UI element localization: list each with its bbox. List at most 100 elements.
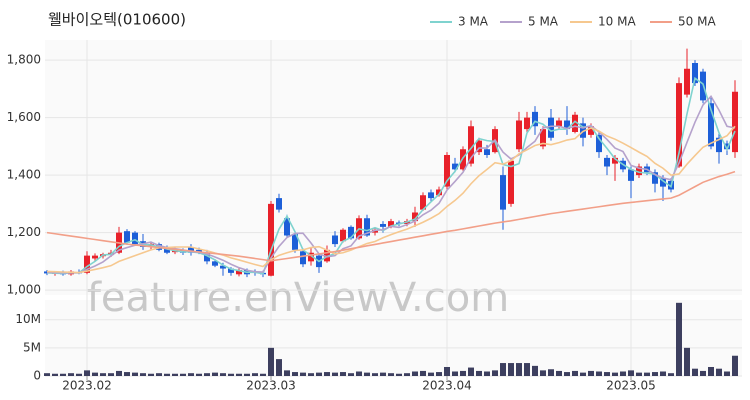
volume-bar <box>524 363 530 376</box>
y-tick-label: 1,800 <box>7 53 41 67</box>
volume-bar <box>68 373 74 376</box>
volume-bar <box>540 370 546 376</box>
volume-bar <box>652 372 658 376</box>
volume-bar <box>612 372 618 376</box>
volume-bar <box>724 371 730 376</box>
volume-bar <box>204 373 210 376</box>
x-tick-label: 2023.05 <box>606 379 656 393</box>
candle-body <box>436 189 442 196</box>
volume-bar <box>92 372 98 376</box>
volume-bar <box>76 373 82 376</box>
y-tick-label: 5M <box>23 340 41 354</box>
candle-body <box>292 234 298 250</box>
volume-bar <box>164 373 170 376</box>
volume-bar <box>260 373 266 376</box>
volume-bar <box>196 373 202 376</box>
candle-body <box>236 269 242 275</box>
volume-bar <box>172 373 178 376</box>
volume-bar <box>556 370 562 376</box>
volume-bar <box>156 373 162 376</box>
volume-bar <box>684 347 690 376</box>
candle-body <box>708 103 714 147</box>
candle-body <box>308 252 314 262</box>
volume-bar <box>84 370 90 376</box>
volume-bar <box>572 370 578 376</box>
candle-body <box>268 203 274 276</box>
y-tick-label: 1,200 <box>7 225 41 239</box>
volume-bar <box>60 373 66 376</box>
candle-body <box>444 154 450 187</box>
candle-body <box>636 166 642 176</box>
candle-body <box>532 111 538 127</box>
candle-body <box>540 129 546 147</box>
volume-bar <box>332 372 338 376</box>
y-tick-label: 0 <box>33 369 41 383</box>
volume-bar <box>52 373 58 376</box>
volume-bar <box>404 373 410 376</box>
volume-bar <box>220 373 226 376</box>
candle-body <box>348 226 354 239</box>
candle-body <box>380 223 386 227</box>
volume-bar <box>396 373 402 376</box>
candle-body <box>484 149 490 155</box>
candle-body <box>604 157 610 167</box>
volume-bar <box>276 359 282 376</box>
legend-label: 5 MA <box>528 15 559 29</box>
candle-body <box>556 120 562 127</box>
candle-body <box>220 265 226 269</box>
volume-bar <box>252 373 258 376</box>
volume-bar <box>476 370 482 376</box>
volume-bar <box>500 363 506 376</box>
volume-bar <box>468 367 474 376</box>
volume-bar <box>228 373 234 376</box>
volume-bar <box>412 371 418 376</box>
volume-bar <box>716 368 722 376</box>
volume-bar <box>596 371 602 376</box>
volume-bar <box>428 372 434 376</box>
volume-bar <box>100 373 106 376</box>
volume-bar <box>564 372 570 376</box>
candle-body <box>716 137 722 153</box>
volume-bar <box>140 373 146 376</box>
y-tick-label: 10M <box>15 312 41 326</box>
volume-bar <box>676 302 682 376</box>
volume-bar <box>340 372 346 376</box>
volume-bar <box>436 372 442 376</box>
volume-bar <box>492 370 498 376</box>
volume-bar <box>700 370 706 376</box>
candle-body <box>732 91 738 153</box>
volume-bar <box>284 370 290 376</box>
candle-body <box>628 169 634 181</box>
candle-body <box>596 134 602 153</box>
candle-body <box>572 114 578 132</box>
volume-bar <box>604 372 610 376</box>
candle-body <box>92 255 98 259</box>
volume-bar <box>316 372 322 376</box>
candle-body <box>516 120 522 150</box>
volume-bar <box>236 373 242 376</box>
candle-body <box>332 235 338 245</box>
y-tick-label: 1,000 <box>7 283 41 297</box>
candle-body <box>652 172 658 184</box>
candle-body <box>228 268 234 273</box>
volume-bar <box>588 370 594 376</box>
candle-body <box>164 246 170 253</box>
candle-body <box>452 163 458 170</box>
candle-body <box>324 249 330 262</box>
candle-body <box>364 218 370 236</box>
volume-bar <box>580 372 586 376</box>
candle-body <box>588 126 594 135</box>
volume-bar <box>388 373 394 376</box>
legend-label: 50 MA <box>678 15 716 29</box>
volume-bar <box>644 372 650 376</box>
candle-body <box>284 218 290 236</box>
volume-bar <box>132 372 138 376</box>
volume-bar <box>292 372 298 376</box>
volume-bar <box>692 368 698 376</box>
volume-bar <box>732 355 738 376</box>
volume-bar <box>356 371 362 376</box>
volume-bar <box>212 372 218 376</box>
candle-body <box>428 192 434 199</box>
volume-bar <box>372 373 378 376</box>
